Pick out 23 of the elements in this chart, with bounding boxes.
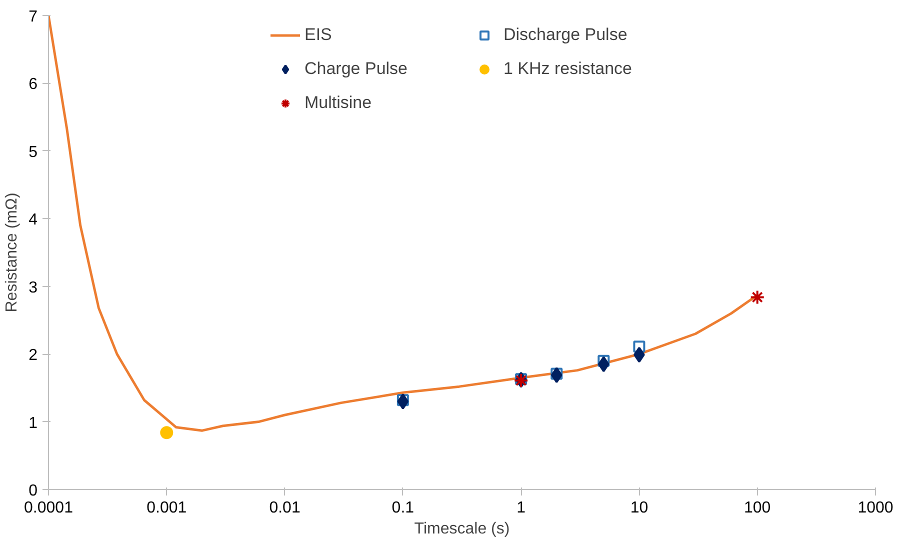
x-tick-label: 1000 [858,500,894,516]
x-tick-label: 0.01 [269,500,300,516]
x-tick-label: 10 [630,500,648,516]
x-tick-label: 1 [516,500,526,516]
legend-label: Discharge Pulse [504,25,628,45]
x-tick-label: 0.0001 [24,500,74,516]
y-tick-label: 4 [28,212,38,229]
legend-label: Charge Pulse [304,59,409,79]
y-tick-label: 2 [28,347,38,364]
y-tick-label: 0 [28,482,38,500]
legend-label: EIS [304,25,333,45]
legend-label: Multisine [304,93,373,113]
y-tick-label: 7 [28,8,38,26]
y-tick-label: 5 [28,144,38,161]
y-axis-title: Resistance (mΩ) [4,192,21,312]
y-tick-label: 6 [28,76,38,94]
y-tick-label: 1 [28,414,38,432]
legend-label: 1 KHz resistance [504,59,633,79]
x-tick-label: 0.1 [392,500,414,516]
x-axis-title: Timescale (s) [414,520,510,538]
y-tick-label: 3 [28,279,38,296]
x-tick-label: 0.001 [146,500,187,516]
x-tick-label: 100 [744,500,771,516]
